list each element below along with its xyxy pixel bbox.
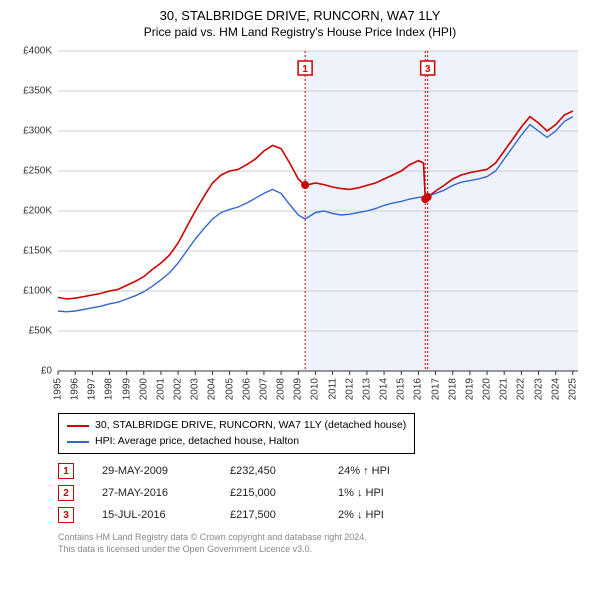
sale-price: £217,500 xyxy=(230,509,310,521)
chart-plot-area: 13 £0£50K£100K£150K£200K£250K£300K£350K£… xyxy=(10,45,590,405)
x-tick-label: 2017 xyxy=(430,378,441,400)
sale-marker-icon: 3 xyxy=(58,507,74,523)
sale-date: 27-MAY-2016 xyxy=(102,487,202,499)
x-tick-label: 1997 xyxy=(87,378,98,400)
sale-hpi-delta: 1% ↓ HPI xyxy=(338,487,428,499)
x-tick-label: 2022 xyxy=(516,378,527,400)
x-tick-label: 1998 xyxy=(104,378,115,400)
legend-item: 30, STALBRIDGE DRIVE, RUNCORN, WA7 1LY (… xyxy=(67,418,406,434)
y-tick-label: £400K xyxy=(23,45,52,56)
y-tick-label: £350K xyxy=(23,85,52,96)
x-tick-label: 2006 xyxy=(241,378,252,400)
y-tick-label: £100K xyxy=(23,285,52,296)
x-tick-label: 2020 xyxy=(482,378,493,400)
chart-container: 30, STALBRIDGE DRIVE, RUNCORN, WA7 1LY P… xyxy=(0,0,600,564)
x-tick-label: 2024 xyxy=(550,378,561,400)
footer-line-1: Contains HM Land Registry data © Crown c… xyxy=(58,532,590,544)
x-tick-label: 2002 xyxy=(173,378,184,400)
x-tick-label: 2003 xyxy=(190,378,201,400)
footer-attribution: Contains HM Land Registry data © Crown c… xyxy=(58,532,590,555)
x-tick-label: 2018 xyxy=(447,378,458,400)
x-tick-label: 2014 xyxy=(379,378,390,400)
x-tick-label: 2000 xyxy=(138,378,149,400)
y-tick-label: £250K xyxy=(23,165,52,176)
y-tick-label: £200K xyxy=(23,205,52,216)
legend-item: HPI: Average price, detached house, Halt… xyxy=(67,434,406,450)
sale-date: 29-MAY-2009 xyxy=(102,465,202,477)
svg-text:3: 3 xyxy=(425,64,431,75)
sale-price: £215,000 xyxy=(230,487,310,499)
x-tick-label: 2025 xyxy=(567,378,578,400)
footer-line-2: This data is licensed under the Open Gov… xyxy=(58,544,590,556)
x-tick-label: 2021 xyxy=(499,378,510,400)
x-tick-label: 2012 xyxy=(344,378,355,400)
x-tick-label: 2008 xyxy=(276,378,287,400)
sale-price: £232,450 xyxy=(230,465,310,477)
x-tick-label: 2004 xyxy=(207,378,218,400)
chart-svg: 13 xyxy=(10,45,590,405)
x-tick-label: 2001 xyxy=(155,378,166,400)
y-tick-label: £300K xyxy=(23,125,52,136)
chart-subtitle: Price paid vs. HM Land Registry's House … xyxy=(10,25,590,39)
x-tick-label: 1999 xyxy=(121,378,132,400)
sales-table: 1 29-MAY-2009 £232,450 24% ↑ HPI 2 27-MAY-201… xyxy=(58,460,590,526)
y-tick-label: £0 xyxy=(41,365,52,376)
x-tick-label: 2023 xyxy=(533,378,544,400)
sale-marker-icon: 2 xyxy=(58,485,74,501)
chart-title: 30, STALBRIDGE DRIVE, RUNCORN, WA7 1LY xyxy=(10,8,590,25)
x-tick-label: 1996 xyxy=(70,378,81,400)
x-tick-label: 2005 xyxy=(224,378,235,400)
svg-text:1: 1 xyxy=(302,64,308,75)
x-tick-label: 2013 xyxy=(361,378,372,400)
sale-row: 3 15-JUL-2016 £217,500 2% ↓ HPI xyxy=(58,504,590,526)
x-tick-label: 2010 xyxy=(310,378,321,400)
sale-row: 2 27-MAY-2016 £215,000 1% ↓ HPI xyxy=(58,482,590,504)
legend-swatch xyxy=(67,441,89,443)
x-tick-label: 2007 xyxy=(258,378,269,400)
y-tick-label: £50K xyxy=(29,325,52,336)
x-tick-label: 2019 xyxy=(464,378,475,400)
sale-hpi-delta: 24% ↑ HPI xyxy=(338,465,428,477)
legend-swatch xyxy=(67,425,89,427)
x-tick-label: 2011 xyxy=(327,378,338,400)
x-tick-label: 2009 xyxy=(293,378,304,400)
sale-row: 1 29-MAY-2009 £232,450 24% ↑ HPI xyxy=(58,460,590,482)
sale-marker-icon: 1 xyxy=(58,463,74,479)
sale-hpi-delta: 2% ↓ HPI xyxy=(338,509,428,521)
sale-date: 15-JUL-2016 xyxy=(102,509,202,521)
legend-label: HPI: Average price, detached house, Halt… xyxy=(95,434,299,450)
y-tick-label: £150K xyxy=(23,245,52,256)
legend-label: 30, STALBRIDGE DRIVE, RUNCORN, WA7 1LY (… xyxy=(95,418,406,434)
x-tick-label: 2015 xyxy=(396,378,407,400)
x-tick-label: 2016 xyxy=(413,378,424,400)
legend: 30, STALBRIDGE DRIVE, RUNCORN, WA7 1LY (… xyxy=(58,413,415,455)
x-tick-label: 1995 xyxy=(53,378,64,400)
